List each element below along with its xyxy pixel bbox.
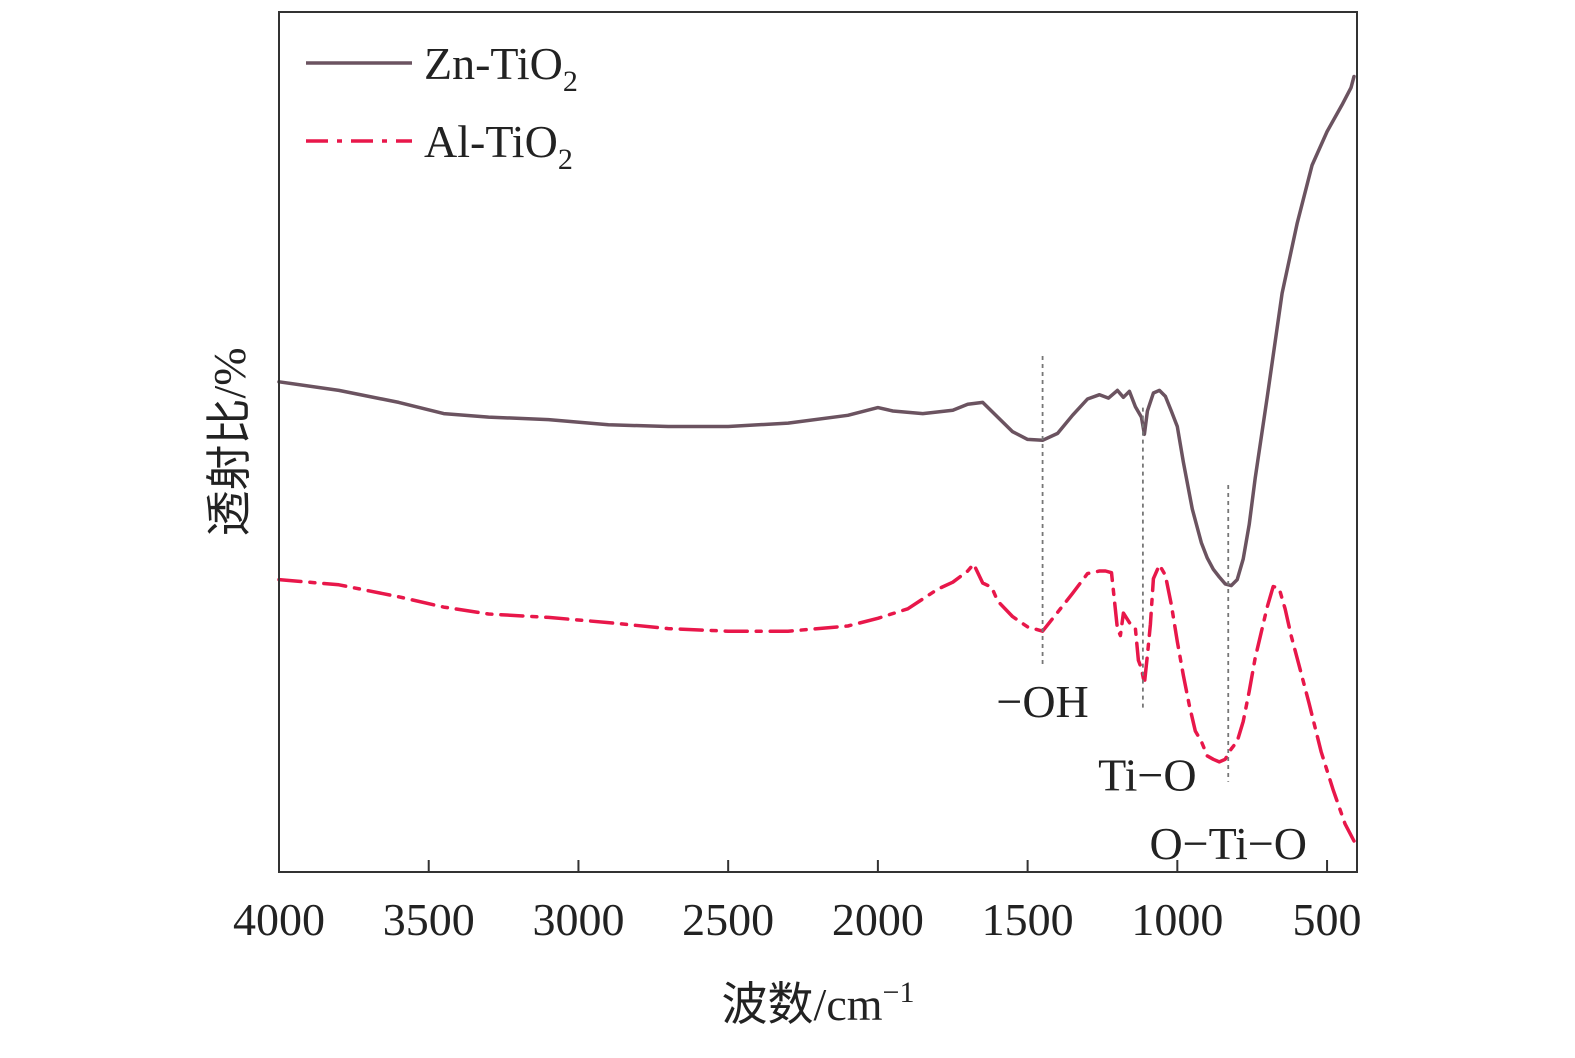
series-line-1 <box>277 562 1356 843</box>
annotation-1: Ti−O <box>1098 749 1196 800</box>
legend-label-0: Zn-TiO2 <box>424 38 578 98</box>
series-line-0 <box>277 74 1356 588</box>
x-tick-label-0: 4000 <box>233 894 325 945</box>
x-tick-label-5: 1500 <box>982 894 1074 945</box>
x-axis: 4000 3500 3000 2500 2000 1500 1000 500 <box>233 860 1362 945</box>
legend: Zn-TiO2 Al-TiO2 <box>306 38 578 176</box>
x-tick-label-7: 500 <box>1293 894 1362 945</box>
plot-frame <box>278 11 1358 873</box>
x-axis-title: 波数/cm−1 <box>722 976 915 1030</box>
annotation-0: −OH <box>996 676 1088 727</box>
x-tick-label-1: 3500 <box>383 894 475 945</box>
x-tick-label-2: 3000 <box>532 894 624 945</box>
reference-lines <box>1041 356 1230 782</box>
x-tick-label-6: 1000 <box>1131 894 1223 945</box>
legend-label-1: Al-TiO2 <box>424 116 573 176</box>
annotation-2: O−Ti−O <box>1149 818 1307 869</box>
x-tick-label-3: 2500 <box>682 894 774 945</box>
x-tick-label-4: 2000 <box>832 894 924 945</box>
y-axis-title: 透射比/% <box>204 347 255 536</box>
series-lines <box>277 74 1356 843</box>
